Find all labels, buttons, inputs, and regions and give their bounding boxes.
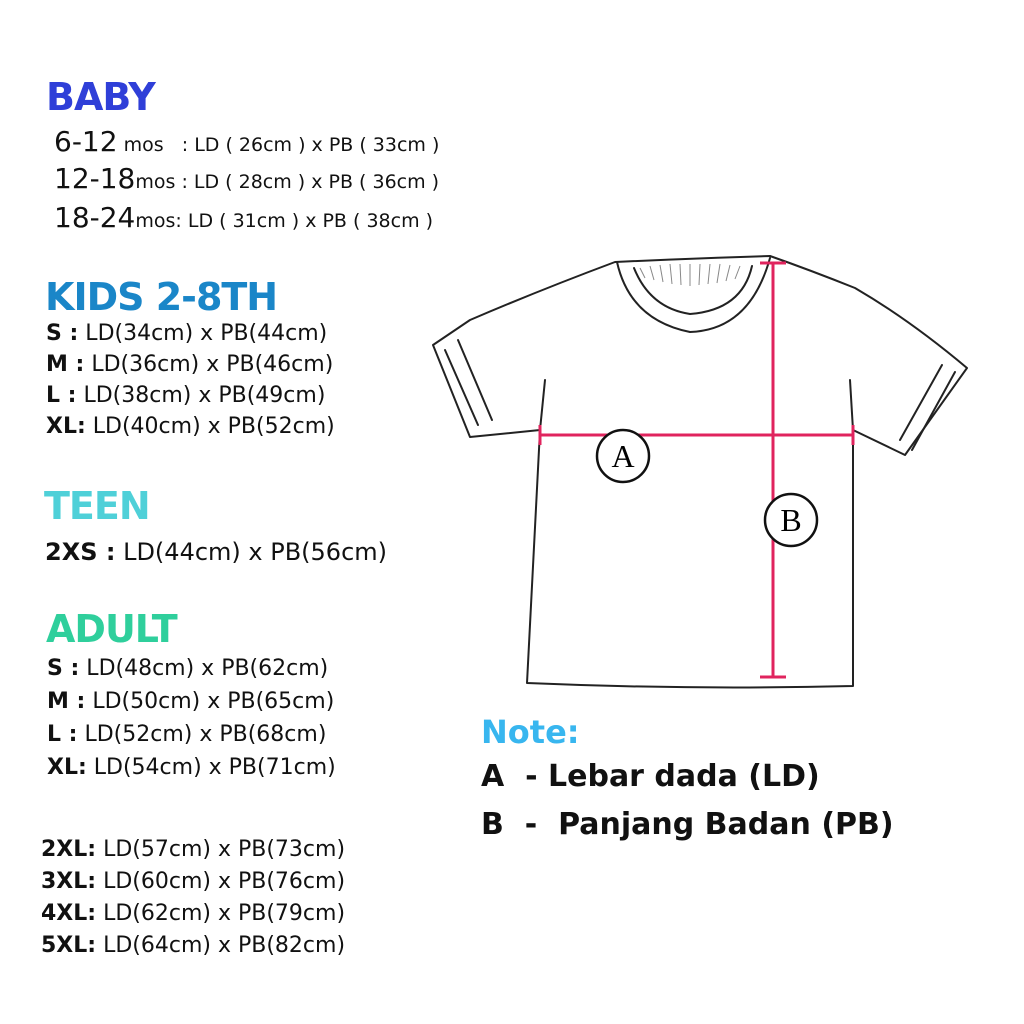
size-spec: LD(38cm) x PB(49cm) [76,383,326,408]
kids-row: XL: LD(40cm) x PB(52cm) [46,416,335,438]
adult-row: XL: LD(54cm) x PB(71cm) [47,757,336,779]
size-spec: LD(34cm) x PB(44cm) [78,321,328,346]
size-label: M : [46,352,85,377]
adult-heading: ADULT [46,607,178,651]
size-label: 5XL: [41,933,97,958]
size-spec: LD(62cm) x PB(79cm) [96,901,346,926]
adult-row: M : LD(50cm) x PB(65cm) [47,691,334,713]
note-title: Note: [481,713,580,751]
note-line-a: A - Lebar dada (LD) [481,759,820,794]
size-spec: LD(36cm) x PB(46cm) [84,352,334,377]
kids-row: M : LD(36cm) x PB(46cm) [46,354,333,376]
size-label: 3XL: [41,869,97,894]
baby-row: 18-24mos: LD ( 31cm ) x PB ( 38cm ) [54,201,434,234]
baby-row: 6-12 mos : LD ( 26cm ) x PB ( 33cm ) [54,125,440,158]
size-spec: LD(64cm) x PB(82cm) [96,933,346,958]
size-label: S : [46,321,79,346]
size-spec: LD(54cm) x PB(71cm) [86,755,336,780]
adult-row: 3XL: LD(60cm) x PB(76cm) [41,871,345,893]
size-label: XL: [47,755,87,780]
size-spec: LD(60cm) x PB(76cm) [96,869,346,894]
size-spec: LD(50cm) x PB(65cm) [85,689,335,714]
adult-row: 4XL: LD(62cm) x PB(79cm) [41,903,345,925]
size-label: L : [47,722,78,747]
adult-row: 5XL: LD(64cm) x PB(82cm) [41,935,345,957]
kids-heading: KIDS 2-8TH [45,275,278,319]
kids-row: L : LD(38cm) x PB(49cm) [46,385,325,407]
size-label: M : [47,689,86,714]
size-spec: LD(48cm) x PB(62cm) [79,656,329,681]
teen-heading: TEEN [44,484,151,528]
note-line-b: B - Panjang Badan (PB) [481,807,894,842]
size-label: 2XL: [41,837,97,862]
label-a: A [611,438,634,474]
tshirt-collar [616,257,771,333]
size-label: 4XL: [41,901,97,926]
kids-row: S : LD(34cm) x PB(44cm) [46,323,327,345]
size-spec: LD(40cm) x PB(52cm) [85,414,335,439]
size-label: XL: [46,414,86,439]
adult-row: 2XL: LD(57cm) x PB(73cm) [41,839,345,861]
adult-row: L : LD(52cm) x PB(68cm) [47,724,326,746]
baby-heading: BABY [46,75,156,119]
adult-row: S : LD(48cm) x PB(62cm) [47,658,328,680]
size-label: S : [47,656,80,681]
size-label: L : [46,383,77,408]
size-spec: LD(52cm) x PB(68cm) [77,722,327,747]
label-b: B [780,502,801,538]
baby-row: 12-18mos : LD ( 28cm ) x PB ( 36cm ) [54,162,440,195]
size-spec: LD(57cm) x PB(73cm) [96,837,346,862]
teen-row: 2XS : LD(44cm) x PB(56cm) [45,538,388,566]
tshirt-outline [432,255,968,689]
